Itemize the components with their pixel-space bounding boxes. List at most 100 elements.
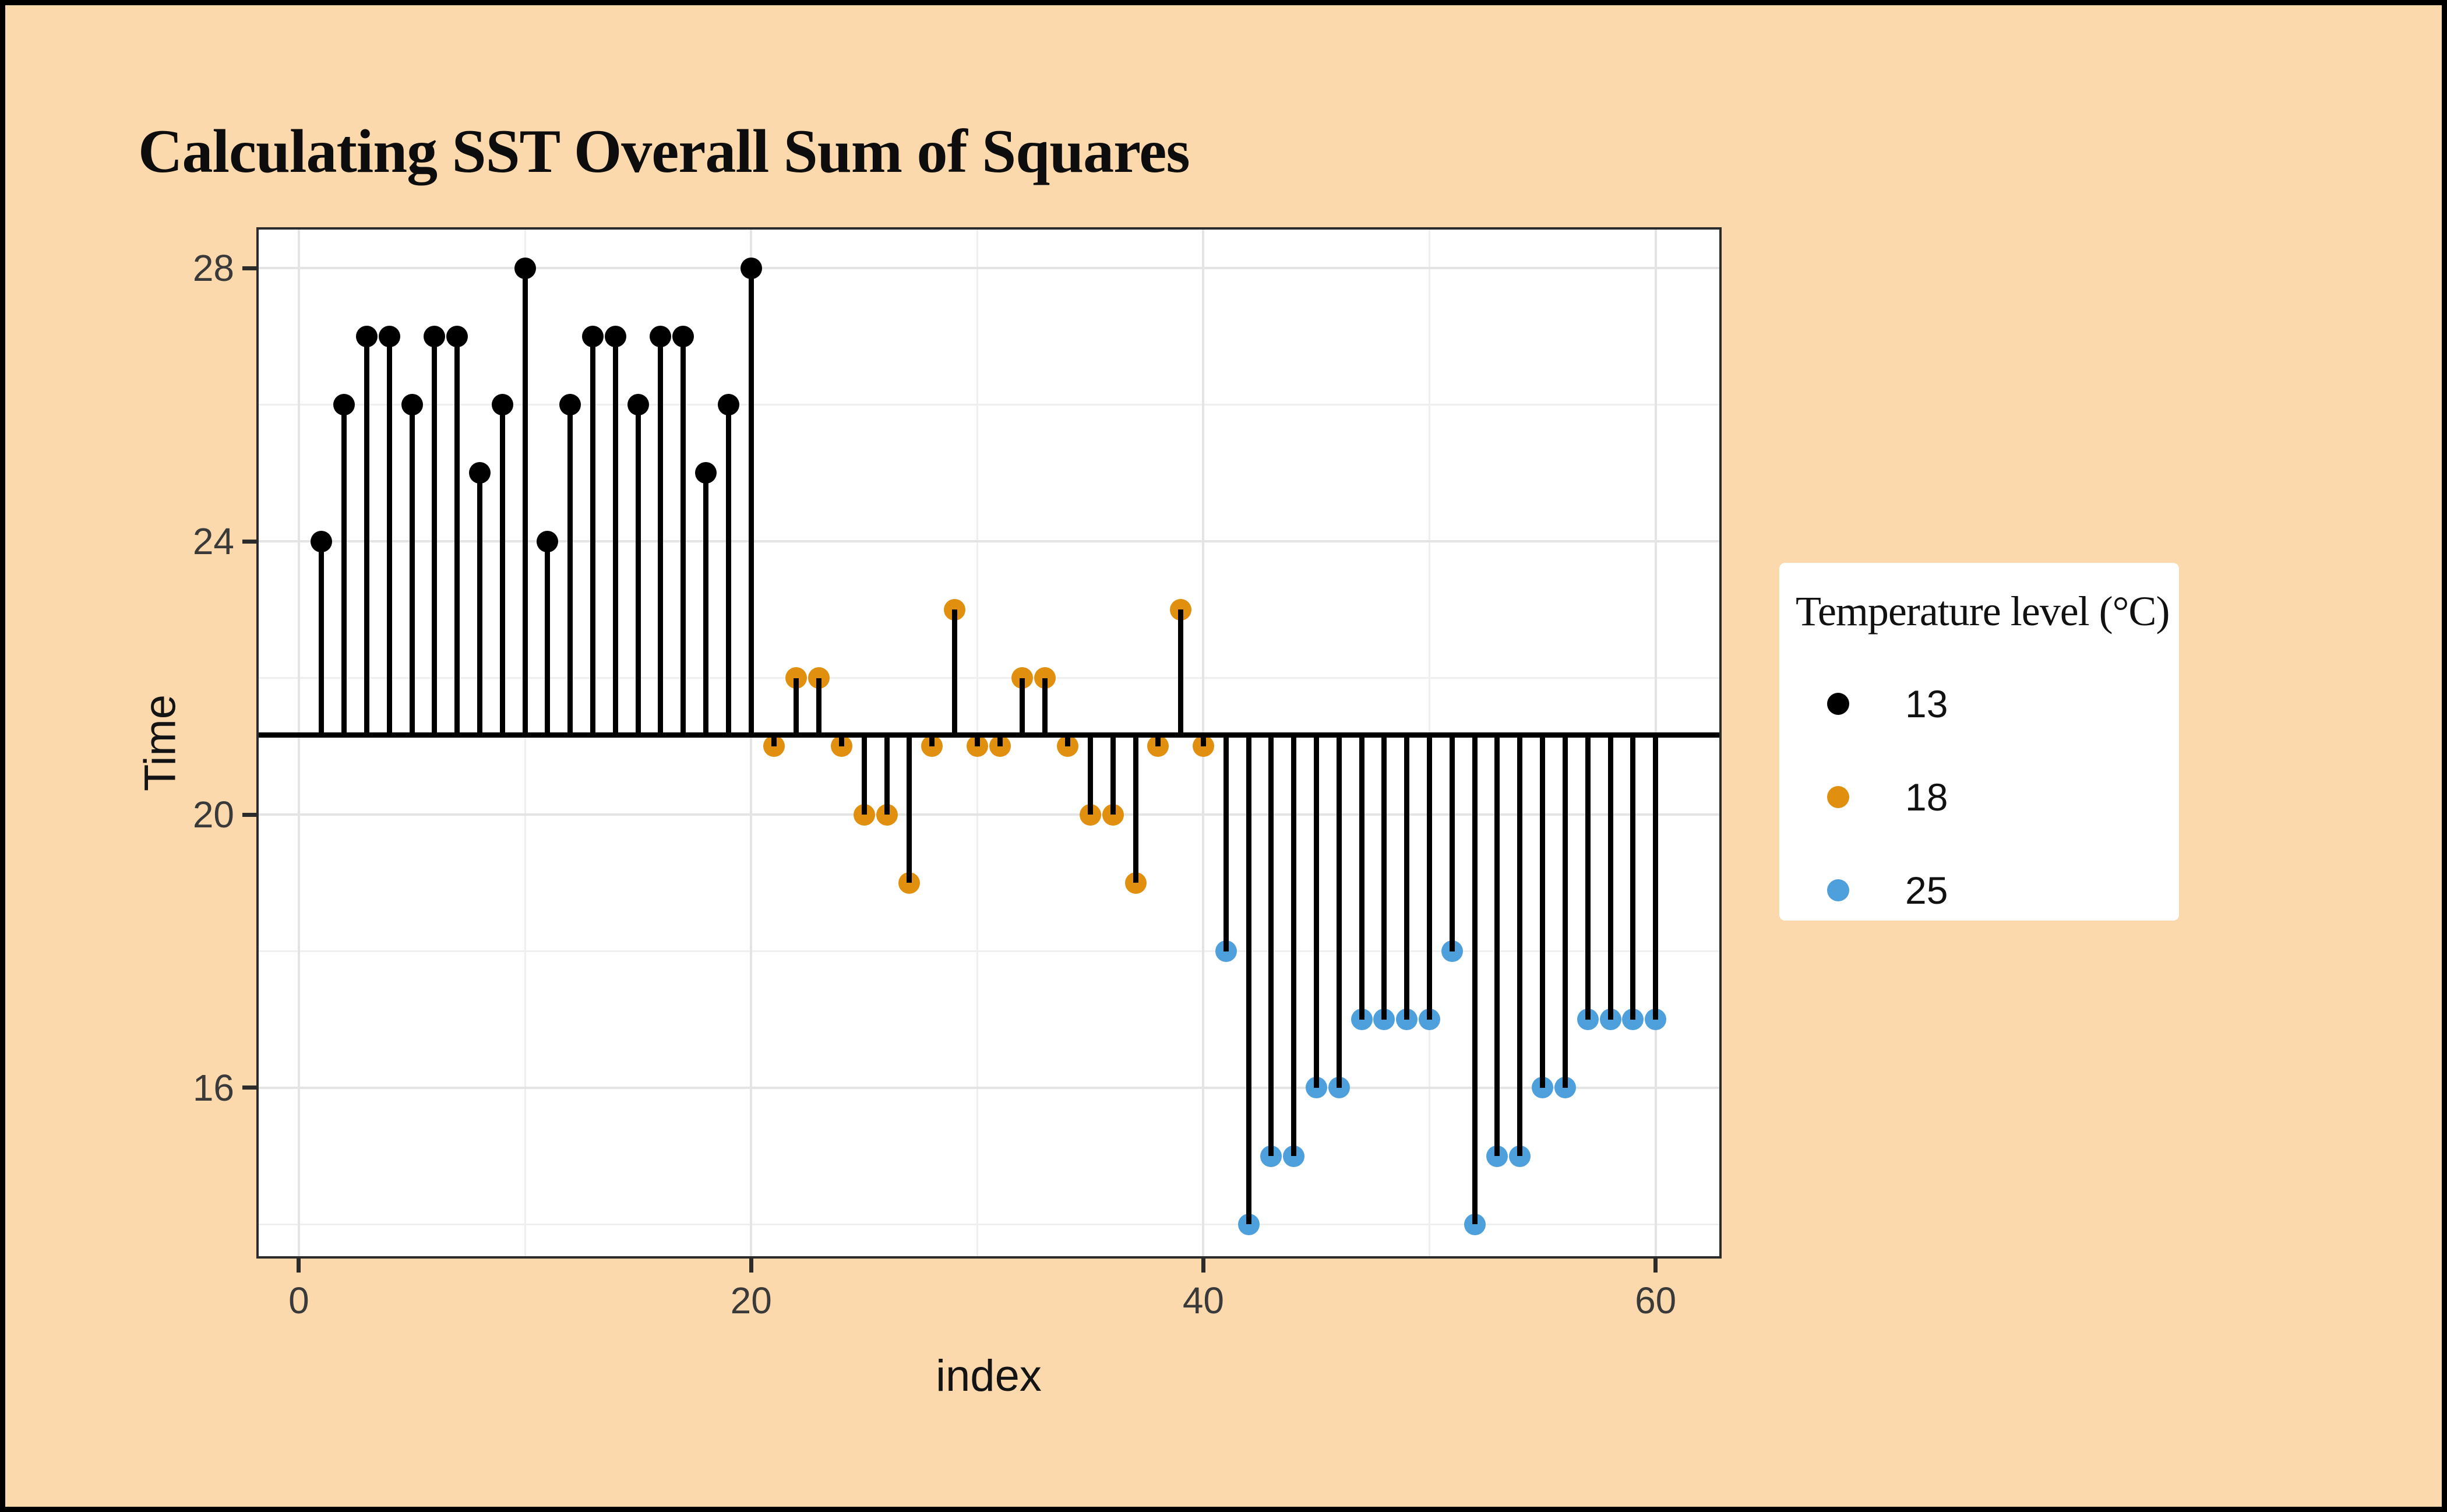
- legend-item: 25: [1827, 869, 1948, 912]
- x-tick-label: 20: [730, 1280, 772, 1321]
- gridline-y-minor: [256, 677, 1722, 679]
- x-tick: [1653, 1259, 1658, 1273]
- stem-line: [1133, 735, 1138, 883]
- stem-line: [1540, 735, 1546, 1088]
- stem-line: [1517, 735, 1523, 1157]
- stem-line: [1268, 735, 1274, 1157]
- stem-line: [794, 678, 799, 735]
- stem-line: [545, 541, 551, 735]
- y-tick-label: 28: [192, 247, 234, 290]
- stem-line: [680, 336, 686, 735]
- stem-line: [997, 735, 1003, 746]
- stem-line: [1110, 735, 1116, 815]
- stem-line: [341, 404, 347, 735]
- x-tick: [297, 1259, 301, 1273]
- stem-line: [861, 735, 867, 815]
- stem-line: [658, 336, 664, 735]
- stem-line: [838, 735, 844, 746]
- stem-line: [1472, 735, 1478, 1225]
- gridline-y-major: [256, 540, 1722, 543]
- legend-dot-icon: [1827, 786, 1849, 808]
- legend: Temperature level (°C) 13 18 25: [1779, 563, 2179, 921]
- legend-title: Temperature level (°C): [1796, 588, 2170, 635]
- stem-line: [1065, 735, 1071, 746]
- gridline-y-major: [256, 813, 1722, 816]
- stem-line: [1223, 735, 1229, 951]
- x-tick: [749, 1259, 753, 1273]
- stem-line: [1291, 735, 1297, 1157]
- x-tick-label: 0: [288, 1280, 309, 1321]
- stem-line: [364, 336, 369, 735]
- stem-line: [1449, 735, 1455, 951]
- y-tick: [242, 812, 256, 817]
- stem-line: [1653, 735, 1659, 1020]
- y-tick-label: 20: [192, 794, 234, 836]
- stem-line: [612, 336, 618, 735]
- x-tick: [1201, 1259, 1205, 1273]
- stem-line: [590, 336, 596, 735]
- stem-line: [1246, 735, 1251, 1225]
- y-tick: [242, 539, 256, 544]
- stem-line: [1630, 735, 1636, 1020]
- gridline-y-major: [256, 1086, 1722, 1089]
- stem-line: [725, 404, 731, 735]
- y-tick: [242, 266, 256, 270]
- stem-line: [952, 609, 957, 735]
- stem-line: [884, 735, 890, 815]
- stem-line: [771, 735, 777, 746]
- gridline-x-major: [297, 227, 300, 1259]
- stem-line: [1359, 735, 1364, 1020]
- stem-line: [1404, 735, 1410, 1020]
- x-tick-label: 40: [1182, 1280, 1225, 1321]
- x-tick-label: 60: [1635, 1280, 1677, 1321]
- stem-line: [748, 268, 754, 735]
- x-axis-title: index: [936, 1351, 1042, 1401]
- stem-line: [1585, 735, 1591, 1020]
- stem-line: [1381, 735, 1387, 1020]
- stem-line: [1427, 735, 1433, 1020]
- stem-line: [1178, 609, 1184, 735]
- stem-line: [929, 735, 935, 746]
- stem-line: [409, 404, 415, 735]
- stem-line: [703, 473, 709, 735]
- stem-line: [1020, 678, 1025, 735]
- gridline-y-minor: [256, 404, 1722, 406]
- legend-item-label: 18: [1905, 776, 1948, 819]
- legend-item: 13: [1827, 682, 1948, 725]
- stem-line: [1607, 735, 1613, 1020]
- stem-line: [386, 336, 392, 735]
- gridline-y-minor: [256, 950, 1722, 953]
- chart-title: Calculating SST Overall Sum of Squares: [138, 117, 1190, 185]
- stem-line: [1200, 735, 1206, 746]
- y-tick-label: 24: [192, 520, 234, 563]
- mean-line: [256, 732, 1722, 738]
- stem-line: [1155, 735, 1161, 746]
- stem-line: [522, 268, 528, 735]
- y-tick: [242, 1085, 256, 1090]
- gridline-y-major: [256, 267, 1722, 270]
- stem-line: [454, 336, 460, 735]
- legend-item-label: 25: [1905, 869, 1948, 912]
- stem-line: [974, 735, 980, 746]
- stem-line: [635, 404, 641, 735]
- stem-line: [1087, 735, 1093, 815]
- stem-line: [319, 541, 325, 735]
- stem-line: [499, 404, 505, 735]
- stem-line: [816, 678, 822, 735]
- legend-dot-icon: [1827, 693, 1849, 715]
- y-tick-label: 16: [192, 1066, 234, 1109]
- stem-line: [1313, 735, 1319, 1088]
- legend-item: 18: [1827, 776, 1948, 819]
- stem-line: [477, 473, 482, 735]
- y-axis-title: Time: [135, 694, 185, 792]
- stem-line: [432, 336, 438, 735]
- stem-line: [907, 735, 912, 883]
- stem-line: [1562, 735, 1568, 1088]
- stem-line: [1336, 735, 1342, 1088]
- gridline-x-minor: [524, 227, 526, 1259]
- legend-item-label: 13: [1905, 682, 1948, 725]
- gridline-x-major: [750, 227, 753, 1259]
- gridline-y-minor: [256, 1223, 1722, 1225]
- stem-line: [567, 404, 573, 735]
